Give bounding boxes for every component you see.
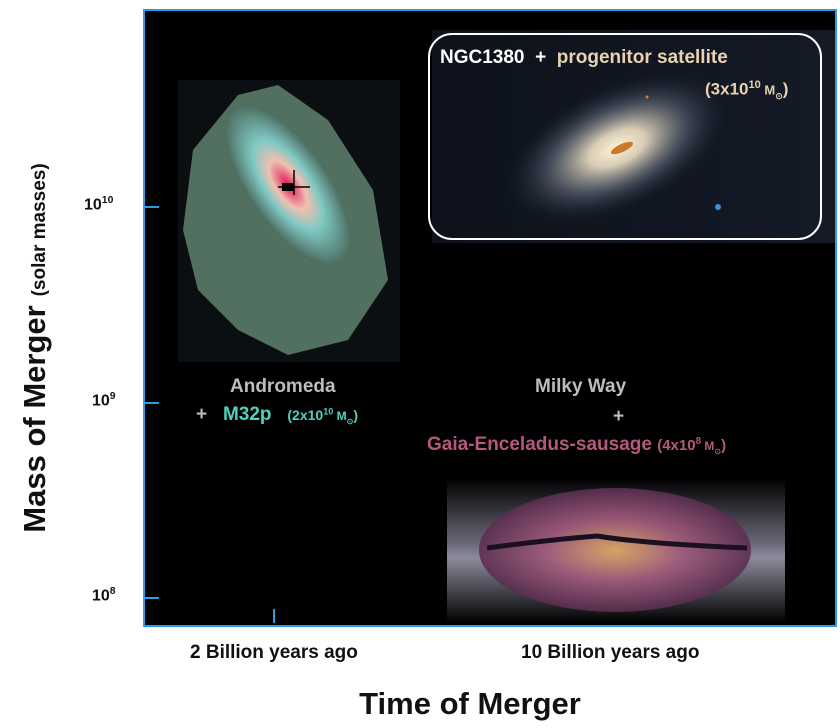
milky-way-image <box>447 478 785 623</box>
y-tick-1e10 <box>145 206 159 208</box>
andromeda-image <box>178 80 400 362</box>
y-axis-unit: (solar masses) <box>29 163 50 297</box>
gaia-enceladus-label: Gaia-Enceladus-sausage (4x108 M⊙) <box>427 434 727 456</box>
y-tick-label: 109 <box>92 391 116 410</box>
highlight-box <box>428 33 822 240</box>
x-tick-2gyr <box>273 609 275 623</box>
plus-sign: + <box>613 406 625 427</box>
ngc1380-mass: (3x1010 M⊙) <box>705 79 789 102</box>
milky-way-label: Milky Way <box>535 376 627 397</box>
m32p-label: + M32p (2x1010 M⊙) <box>196 404 359 426</box>
x-tick-label: 10 Billion years ago <box>521 642 700 663</box>
x-tick-label: 2 Billion years ago <box>190 642 358 663</box>
andromeda-label: Andromeda <box>230 376 336 397</box>
y-axis-title: Mass of Merger (solar masses) <box>17 163 52 533</box>
y-tick-label: 1010 <box>84 195 114 214</box>
ngc1380-label: NGC1380 + progenitor satellite <box>440 47 728 68</box>
ngc1380-image <box>432 30 835 243</box>
y-tick-1e9 <box>145 402 159 404</box>
y-tick-label: 108 <box>92 586 116 605</box>
y-tick-1e8 <box>145 597 159 599</box>
x-axis-title: Time of Merger <box>359 686 581 721</box>
